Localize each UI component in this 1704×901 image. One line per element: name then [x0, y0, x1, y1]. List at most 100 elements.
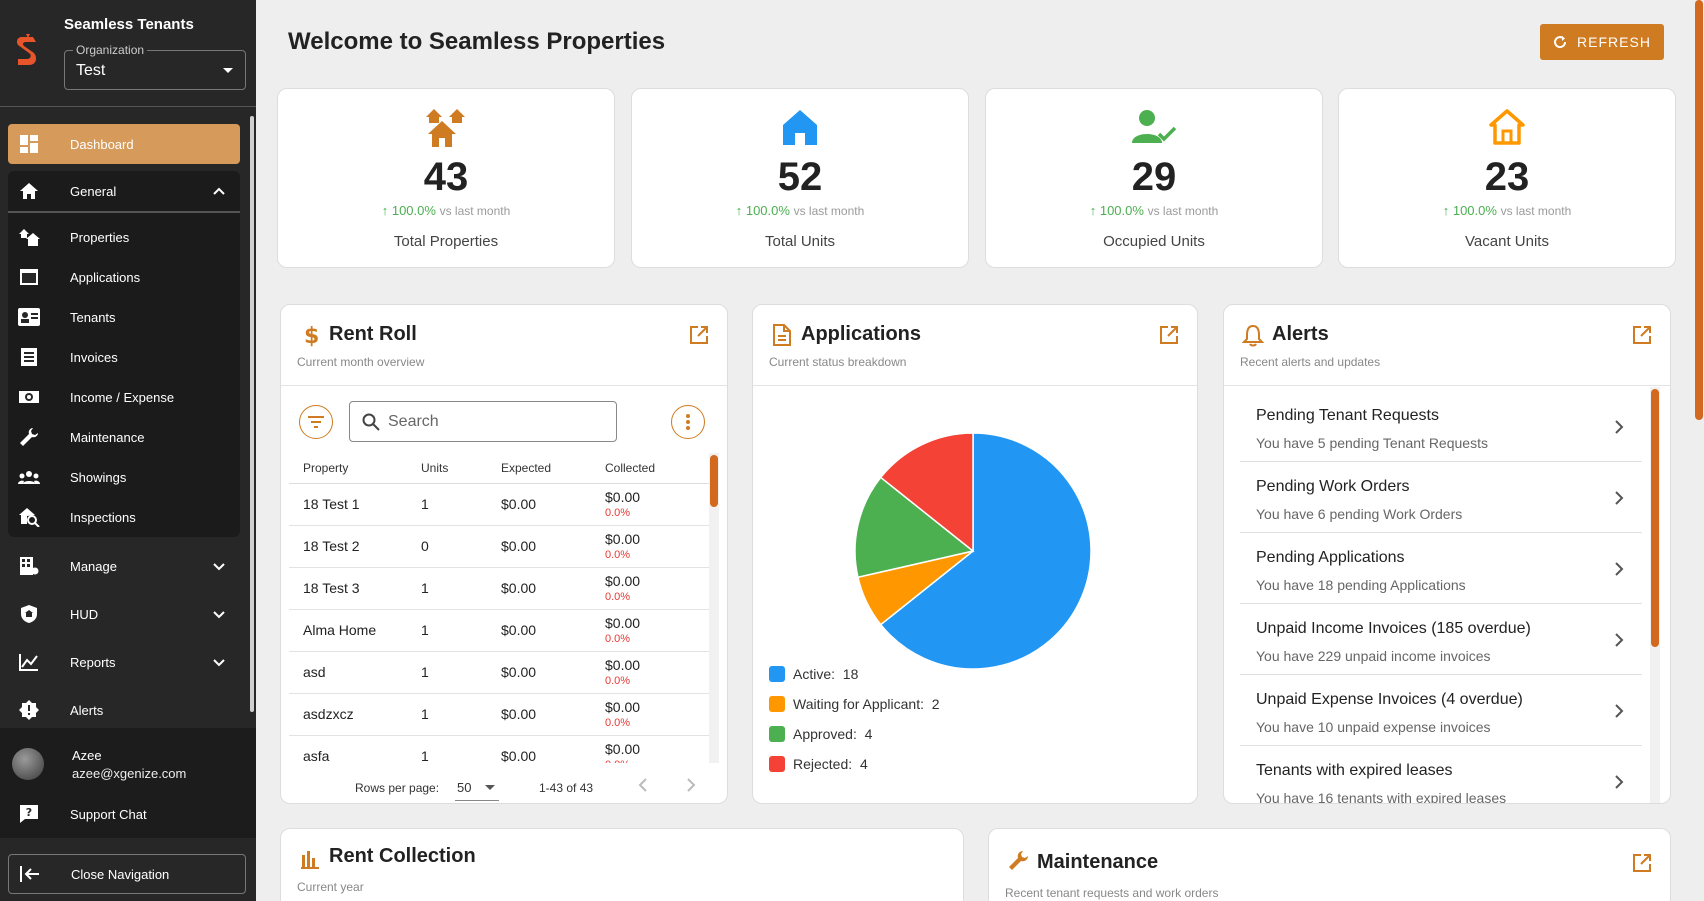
legend-value: 4 [864, 726, 873, 742]
column-header-units[interactable]: Units [421, 453, 501, 484]
column-header-expected[interactable]: Expected [501, 453, 605, 484]
organization-select[interactable]: Organization Test [64, 43, 246, 90]
alert-item[interactable]: Unpaid Expense Invoices (4 overdue) You h… [1240, 675, 1642, 746]
legend-entry[interactable]: Rejected: 4 [769, 749, 940, 779]
nav-tenants-label: Tenants [70, 309, 116, 325]
filter-button[interactable] [299, 405, 333, 439]
open-in-new-icon[interactable] [1632, 325, 1652, 345]
dollar-icon: $ [304, 324, 319, 347]
rows-per-page-select[interactable]: 50 [455, 775, 499, 801]
search-field[interactable] [349, 401, 617, 442]
collected-percent: 0.0% [605, 633, 631, 645]
arrow-up-icon: ↑ [381, 203, 389, 218]
nav-support-chat[interactable]: ? Support Chat [8, 794, 240, 834]
cash-icon [18, 386, 40, 408]
legend-entry[interactable]: Approved: 4 [769, 719, 940, 749]
general-group [8, 171, 240, 537]
divider [753, 385, 1197, 386]
column-header-property[interactable]: Property [289, 453, 421, 484]
more-options-button[interactable] [671, 405, 705, 439]
line-chart-icon [18, 651, 40, 673]
help-chat-icon: ? [18, 803, 40, 825]
nav-reports[interactable]: Reports [8, 642, 240, 682]
stat-trend-value: 100.0% [745, 203, 790, 218]
table-scrollbar[interactable] [709, 453, 719, 763]
page-scrollbar[interactable] [1694, 0, 1704, 901]
legend-entry[interactable]: Waiting for Applicant: 2 [769, 689, 940, 719]
cell-units: 1 [421, 693, 501, 736]
applications-icon [18, 266, 40, 288]
alerts-scrollbar-thumb[interactable] [1651, 389, 1659, 647]
table-row[interactable]: 18 Test 2 0 $0.00 $0.00 0.0% [289, 525, 709, 568]
alert-item[interactable]: Unpaid Income Invoices (185 overdue) You … [1240, 604, 1642, 675]
page-scrollbar-thumb[interactable] [1695, 0, 1703, 420]
pie-slice-rejected[interactable] [879, 432, 974, 553]
divider [281, 385, 727, 386]
caret-down-icon [223, 68, 233, 73]
rent-roll-table: Property Units Expected Collected 18 Tes… [289, 453, 709, 763]
nav-inspections[interactable]: Inspections [8, 498, 240, 536]
open-in-new-icon[interactable] [1159, 325, 1179, 345]
alert-badge-icon [18, 699, 40, 721]
nav-invoices[interactable]: Invoices [8, 338, 240, 376]
cell-units: 1 [421, 567, 501, 610]
nav-properties[interactable]: Properties [8, 218, 240, 256]
alert-item[interactable]: Tenants with expired leases You have 16 t… [1240, 746, 1642, 803]
alert-item[interactable]: Pending Applications You have 18 pending … [1240, 533, 1642, 604]
nav-dashboard[interactable]: Dashboard [8, 124, 240, 164]
chevron-down-icon [213, 563, 225, 571]
pie-slice-approved[interactable] [854, 476, 975, 579]
nav-applications[interactable]: Applications [8, 258, 240, 296]
nav-hud[interactable]: HUD [8, 594, 240, 634]
cell-collected: $0.00 0.0% [605, 525, 709, 568]
chevron-left-icon[interactable] [637, 777, 649, 793]
nav-applications-label: Applications [70, 269, 141, 285]
nav-alerts[interactable]: Alerts [8, 690, 240, 730]
pie-slice-active[interactable] [879, 432, 1092, 670]
sidebar-scrollbar[interactable] [250, 116, 254, 712]
table-row[interactable]: Alma Home 1 $0.00 $0.00 0.0% [289, 609, 709, 652]
open-in-new-icon[interactable] [1632, 853, 1652, 873]
alert-item[interactable]: Pending Work Orders You have 6 pending Wo… [1240, 462, 1642, 533]
close-navigation-button[interactable]: Close Navigation [8, 854, 246, 894]
refresh-button[interactable]: REFRESH [1540, 24, 1664, 60]
table-pagination: Rows per page: 50 1-43 of 43 [281, 763, 727, 803]
stat-trend: ↑ 100.0% vs last month [632, 203, 968, 218]
column-header-collected[interactable]: Collected [605, 453, 709, 484]
table-row[interactable]: 18 Test 3 1 $0.00 $0.00 0.0% [289, 567, 709, 610]
alerts-list: Pending Tenant Requests You have 5 pendin… [1240, 391, 1642, 803]
avatar [12, 748, 44, 780]
nav-maintenance[interactable]: Maintenance [8, 418, 240, 456]
bell-icon [1242, 324, 1264, 347]
rent-collection-panel: Rent Collection Current year [280, 828, 964, 901]
chevron-right-icon[interactable] [685, 777, 697, 793]
nav-showings[interactable]: Showings [8, 458, 240, 496]
alerts-scrollbar[interactable] [1650, 387, 1660, 803]
table-row[interactable]: 18 Test 1 1 $0.00 $0.00 0.0% [289, 483, 709, 526]
pagination-range: 1-43 of 43 [539, 781, 594, 795]
stat-value: 43 [423, 155, 469, 199]
alert-item[interactable]: Pending Tenant Requests You have 5 pendin… [1240, 391, 1642, 462]
table-scrollbar-thumb[interactable] [710, 455, 718, 507]
nav-general[interactable]: General [8, 171, 240, 213]
search-input[interactable] [388, 411, 608, 433]
stat-label: Vacant Units [1465, 233, 1549, 250]
nav-income-expense[interactable]: Income / Expense [8, 378, 240, 416]
nav-showings-label: Showings [70, 469, 127, 485]
divider [1224, 385, 1670, 386]
alert-title: Pending Work Orders [1256, 478, 1410, 495]
cell-expected: $0.00 [501, 567, 605, 610]
collected-amount: $0.00 [605, 531, 641, 547]
stat-trend-caption: vs last month [793, 204, 865, 218]
user-profile[interactable]: Azee azee@xgenize.com [0, 728, 256, 838]
open-in-new-icon[interactable] [689, 325, 709, 345]
applications-panel: Applications Current status breakdown Ac… [752, 304, 1198, 804]
table-row[interactable]: asdzxcz 1 $0.00 $0.00 0.0% [289, 693, 709, 736]
nav-manage[interactable]: Manage [8, 546, 240, 586]
table-row[interactable]: asd 1 $0.00 $0.00 0.0% [289, 651, 709, 694]
alert-description: You have 5 pending Tenant Requests [1256, 435, 1488, 451]
nav-tenants[interactable]: Tenants [8, 298, 240, 336]
legend-entry[interactable]: Active: 18 [769, 659, 940, 689]
wrench-icon [1009, 851, 1028, 870]
